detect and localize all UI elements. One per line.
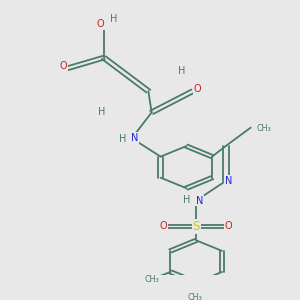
Text: H: H xyxy=(183,194,190,205)
Text: O: O xyxy=(225,221,232,231)
Text: O: O xyxy=(194,84,201,94)
Text: S: S xyxy=(193,220,200,233)
Text: N: N xyxy=(225,176,233,186)
Text: CH₃: CH₃ xyxy=(257,124,272,133)
Text: CH₃: CH₃ xyxy=(188,293,202,300)
Text: N: N xyxy=(131,133,139,143)
Text: H: H xyxy=(118,134,126,144)
Text: H: H xyxy=(110,14,118,24)
Text: H: H xyxy=(98,107,106,117)
Text: N: N xyxy=(196,196,203,206)
Text: O: O xyxy=(160,221,167,231)
Text: O: O xyxy=(59,61,67,71)
Text: CH₃: CH₃ xyxy=(145,275,159,284)
Text: H: H xyxy=(178,66,185,76)
Text: O: O xyxy=(97,19,105,29)
